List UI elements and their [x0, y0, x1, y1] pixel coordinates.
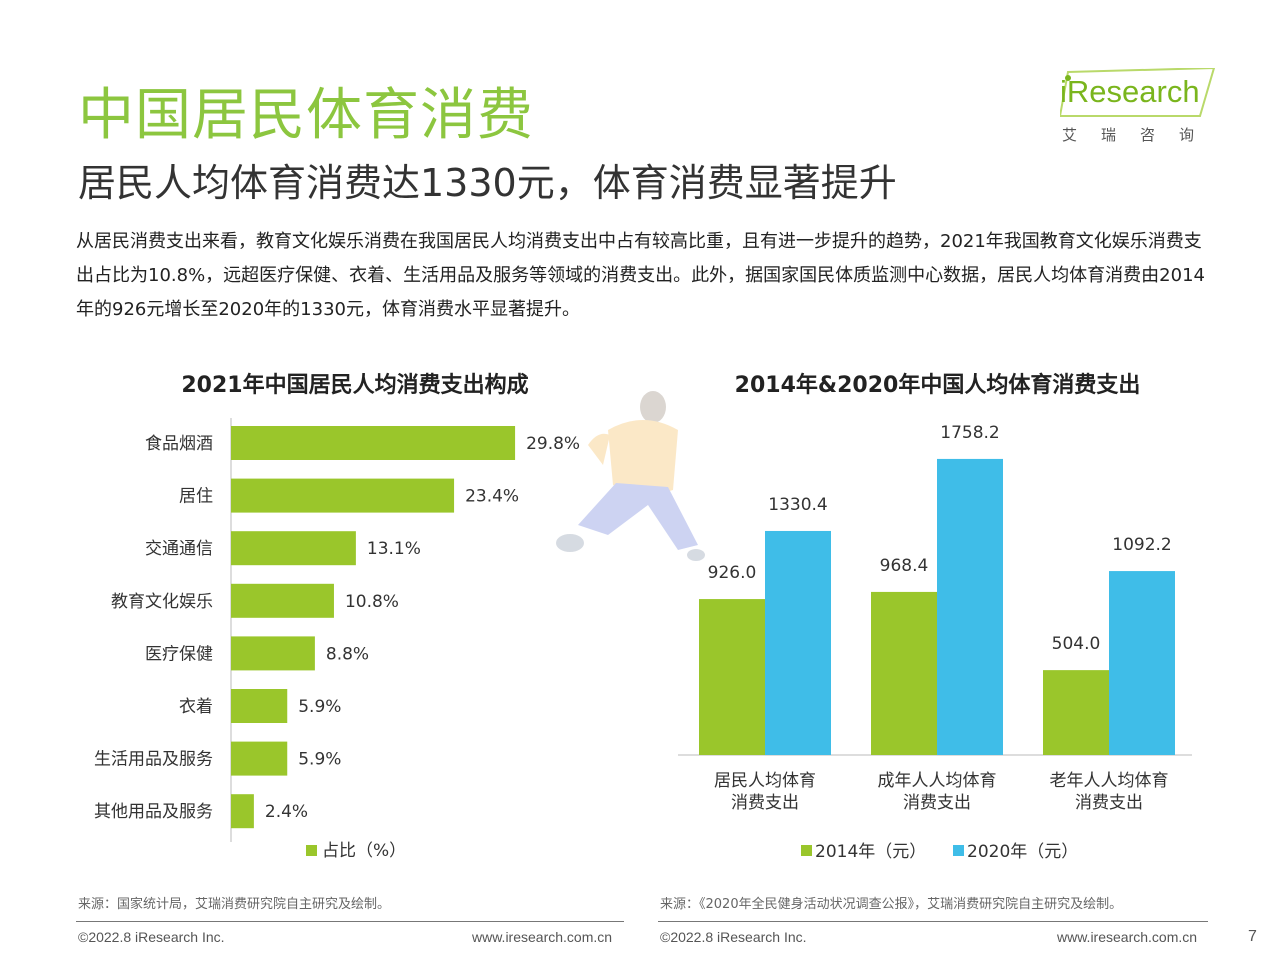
source-note-right: 来源：《2020年全民健身活动状况调查公报》，艾瑞消费研究院自主研究及绘制。 [660, 897, 1123, 912]
copyright-right: ©2022.8 iResearch Inc. [660, 929, 807, 945]
chart1-value-label: 10.8% [345, 592, 399, 612]
chart2-value-label: 1092.2 [1112, 535, 1171, 555]
chart2-value-label: 1330.4 [768, 495, 827, 515]
chart1-value-label: 2.4% [265, 802, 308, 822]
chart2-value-label: 926.0 [708, 563, 757, 583]
chart1-category-label: 生活用品及服务 [94, 750, 213, 770]
chart2-legend-swatch [801, 845, 812, 856]
chart2-category-label: 消费支出 [1075, 793, 1143, 813]
chart1-bar [231, 478, 455, 513]
chart1-category-label: 交通通信 [145, 539, 213, 559]
chart1-legend-swatch [306, 845, 317, 856]
copyright-left: ©2022.8 iResearch Inc. [78, 929, 225, 945]
logo-subtitle: 艾瑞咨询 [1062, 126, 1219, 144]
chart1-value-label: 23.4% [465, 487, 519, 507]
chart2-bar [1109, 571, 1175, 755]
chart1-category-label: 食品烟酒 [145, 434, 213, 454]
chart2-bar [699, 599, 765, 755]
chart1-category-label: 其他用品及服务 [94, 802, 213, 822]
chart1-consumption-structure: 食品烟酒 29.8% 居住 23.4% 交通通信 13.1% 教育文化娱乐 10.8% 医疗保健… [94, 418, 580, 861]
chart2-value-label: 1758.2 [940, 423, 999, 443]
logo-wordmark: iResearch [1060, 74, 1200, 109]
intro-paragraph: 从居民消费支出来看，教育文化娱乐消费在我国居民人均消费支出中占有较高比重，且有进… [76, 231, 1205, 320]
chart1-title: 2021年中国居民人均消费支出构成 [181, 373, 529, 398]
chart2-legend-label: 2020年（元） [967, 842, 1078, 862]
chart1-value-label: 5.9% [298, 750, 341, 770]
url-right[interactable]: www.iresearch.com.cn [1057, 929, 1198, 945]
chart2-legend-swatch [953, 845, 964, 856]
chart1-bar [231, 583, 334, 618]
chart2-bar [765, 530, 831, 755]
page-subtitle: 居民人均体育消费达1330元，体育消费显著提升 [78, 161, 897, 205]
iresearch-logo: iResearch 艾瑞咨询 [1060, 68, 1218, 148]
chart1-bar [231, 689, 288, 723]
chart2-bar [1043, 670, 1109, 755]
chart2-title: 2014年&2020年中国人均体育消费支出 [734, 373, 1141, 398]
chart1-category-label: 医疗保健 [145, 644, 213, 664]
logo-mark-icon [1060, 68, 1216, 117]
chart1-category-label: 衣着 [179, 697, 213, 717]
chart2-bar [871, 591, 937, 755]
chart1-bar [231, 794, 254, 829]
chart2-value-label: 968.4 [880, 556, 929, 576]
chart1-value-label: 29.8% [526, 434, 580, 454]
chart1-bar [231, 531, 356, 566]
chart2-value-label: 504.0 [1052, 634, 1101, 654]
chart2-bar [937, 458, 1003, 755]
page-title: 中国居民体育消费 [78, 83, 534, 148]
chart2-category-label: 老年人人均体育 [1050, 771, 1169, 791]
chart2-category-label: 消费支出 [903, 793, 971, 813]
chart1-value-label: 13.1% [367, 539, 421, 559]
chart1-category-label: 教育文化娱乐 [111, 592, 213, 612]
chart1-value-label: 8.8% [326, 644, 369, 664]
chart1-value-label: 5.9% [298, 697, 341, 717]
source-note-left: 来源：国家统计局，艾瑞消费研究院自主研究及绘制。 [78, 897, 391, 912]
chart1-category-label: 居住 [179, 487, 213, 507]
chart1-bar [231, 741, 288, 776]
chart1-bar [231, 636, 315, 671]
chart1-bar [231, 426, 516, 460]
page-number: 7 [1248, 928, 1257, 945]
footer-divider-left [76, 921, 624, 922]
chart2-category-label: 居民人均体育 [714, 771, 816, 791]
chart2-category-label: 成年人人均体育 [878, 771, 997, 791]
chart2-sports-spending: 926.01330.4居民人均体育消费支出968.41758.2成年人人均体育消… [678, 423, 1192, 862]
chart2-category-label: 消费支出 [731, 793, 799, 813]
chart2-legend-label: 2014年（元） [815, 842, 926, 862]
footer-divider-right [658, 921, 1208, 922]
runner-illustration [556, 391, 705, 561]
chart1-legend-label: 占比（%） [322, 841, 406, 861]
url-left[interactable]: www.iresearch.com.cn [472, 929, 613, 945]
